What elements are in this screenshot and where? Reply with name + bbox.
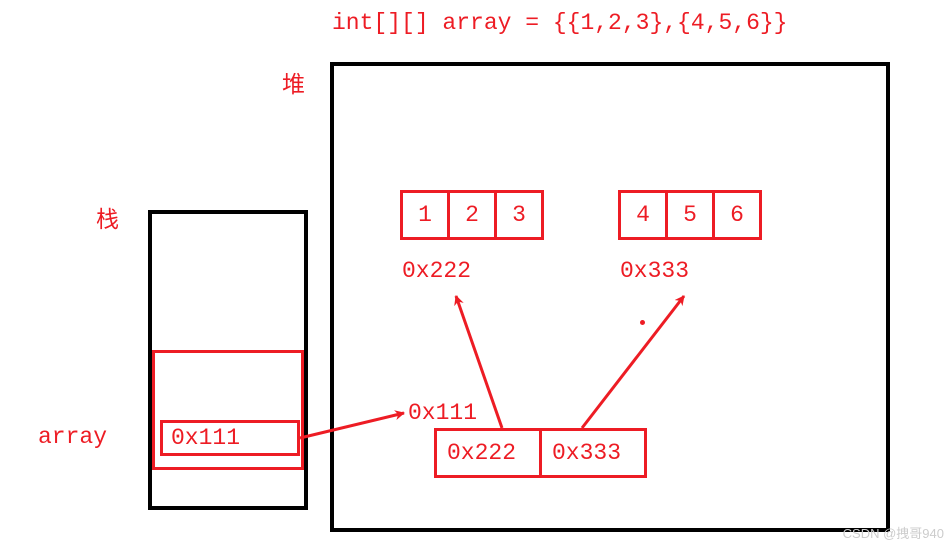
inner-addr-0: 0x222 xyxy=(402,258,471,284)
outer-addr: 0x111 xyxy=(408,400,477,426)
inner-addr-1: 0x333 xyxy=(620,258,689,284)
stack-label: 栈 xyxy=(96,200,119,234)
inner-array-1-cell-0: 4 xyxy=(618,190,668,240)
inner-array-1-cell-2: 6 xyxy=(712,190,762,240)
code-title: int[][] array = {{1,2,3},{4,5,6}} xyxy=(332,10,787,36)
inner-array-0-cell-2: 3 xyxy=(494,190,544,240)
diagram-stage: int[][] array = {{1,2,3},{4,5,6}} 堆 栈 ar… xyxy=(0,0,952,548)
inner-array-0-cell-1: 2 xyxy=(447,190,497,240)
array-name-label: array xyxy=(38,424,107,450)
inner-array-0-cell-0: 1 xyxy=(400,190,450,240)
stack-value-text: 0x111 xyxy=(171,425,240,451)
stack-value-cell: 0x111 xyxy=(160,420,300,456)
inner-array-0: 1 2 3 xyxy=(400,190,544,240)
watermark: CSDN @拽哥940 xyxy=(843,523,944,542)
outer-cell-0: 0x222 xyxy=(434,428,542,478)
heap-label: 堆 xyxy=(282,65,305,99)
stray-dot xyxy=(640,320,645,325)
outer-array: 0x222 0x333 xyxy=(434,428,647,478)
inner-array-1-cell-1: 5 xyxy=(665,190,715,240)
inner-array-1: 4 5 6 xyxy=(618,190,762,240)
outer-cell-1: 0x333 xyxy=(539,428,647,478)
